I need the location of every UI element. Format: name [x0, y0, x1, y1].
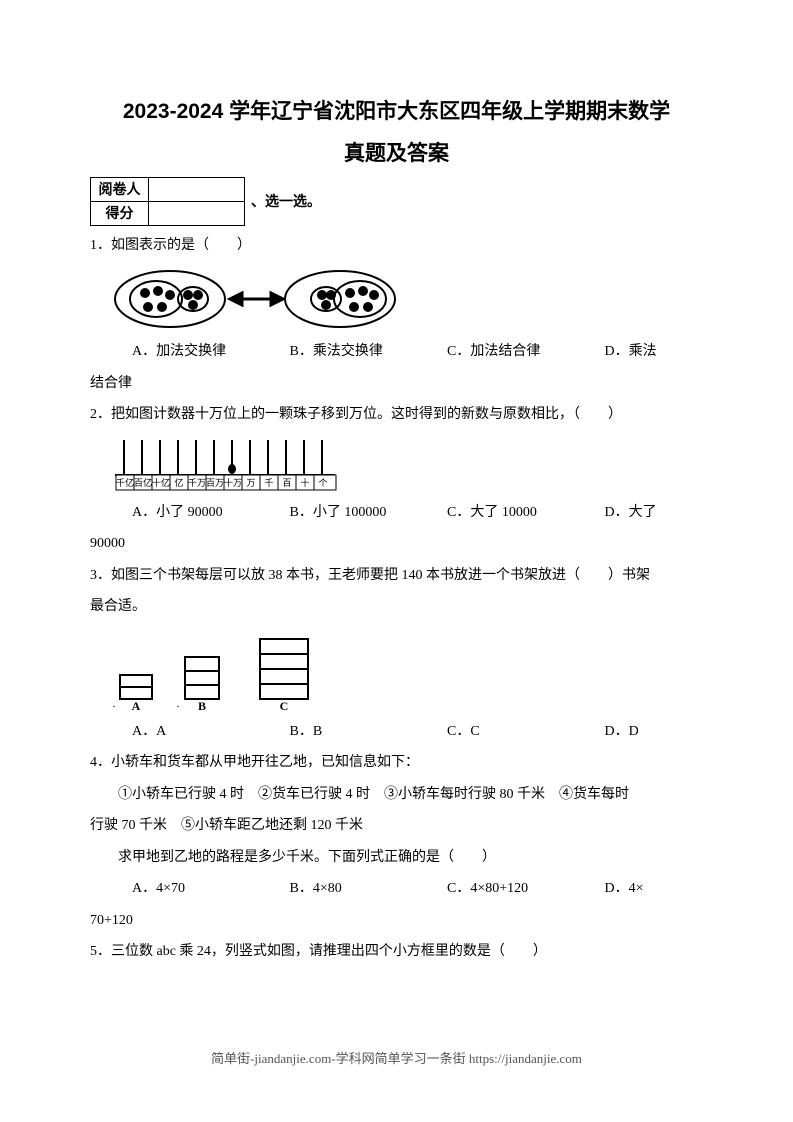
svg-text:百亿: 百亿: [134, 477, 152, 488]
q4-line2: ①小轿车已行驶 4 时 ②货车已行驶 4 时 ③小轿车每时行驶 80 千米 ④货…: [90, 779, 703, 811]
svg-text:万: 万: [246, 478, 255, 488]
q2-opt-d-tail: 90000: [90, 528, 703, 560]
exam-page: 2023-2024 学年辽宁省沈阳市大东区四年级上学期期末数学 真题及答案 阅卷…: [0, 0, 793, 1122]
q2-opt-d: D．大了: [605, 497, 703, 529]
q1-opt-c: C．加法结合律: [447, 336, 605, 368]
q1-opt-d-tail: 结合律: [90, 368, 703, 400]
q3-opt-a: A．A: [132, 716, 290, 748]
page-title-line1: 2023-2024 学年辽宁省沈阳市大东区四年级上学期期末数学: [90, 95, 703, 129]
q3-figure: A B C · ·: [110, 627, 703, 712]
q3-options: A．A B．B C．C D．D: [90, 716, 703, 748]
section-hint: 、选一选。: [251, 191, 321, 211]
q4-opt-c: C．4×80+120: [447, 873, 605, 905]
score-label-score: 得分: [91, 201, 149, 225]
q3-stem2: 最合适。: [90, 591, 703, 623]
q2-figure: 千亿百亿 十亿亿 千万百万 十万万 千百 十个: [110, 435, 703, 493]
page-footer: 简单街-jiandanjie.com-学科网简单学习一条街 https://ji…: [0, 1048, 793, 1067]
q2-opt-a: A．小了 90000: [132, 497, 290, 529]
q4-line3: 行驶 70 千米 ⑤小轿车距乙地还剩 120 千米: [90, 810, 703, 842]
q2-options: A．小了 90000 B．小了 100000 C．大了 10000 D．大了: [90, 497, 703, 529]
score-section: 阅卷人 得分 、选一选。: [90, 177, 703, 226]
q1-stem: 1．如图表示的是（ ）: [90, 230, 703, 262]
q4-opt-b: B．4×80: [290, 873, 448, 905]
q2-stem: 2．把如图计数器十万位上的一颗珠子移到万位。这时得到的新数与原数相比，（ ）: [90, 399, 703, 431]
q1-options: A．加法交换律 B．乘法交换律 C．加法结合律 D．乘法: [90, 336, 703, 368]
q2-opt-c: C．大了 10000: [447, 497, 605, 529]
svg-text:十: 十: [300, 477, 309, 488]
svg-text:B: B: [198, 699, 206, 712]
q2-opt-b: B．小了 100000: [290, 497, 448, 529]
svg-text:百: 百: [282, 478, 291, 488]
svg-text:千: 千: [264, 478, 273, 488]
svg-text:百万: 百万: [206, 478, 224, 488]
q3-stem: 3．如图三个书架每层可以放 38 本书，王老师要把 140 本书放进一个书架放进…: [90, 560, 703, 592]
score-value-score: [149, 201, 245, 225]
q1-opt-a: A．加法交换律: [132, 336, 290, 368]
q4-opt-d-tail: 70+120: [90, 905, 703, 937]
q5-stem: 5．三位数 abc 乘 24，列竖式如图，请推理出四个小方框里的数是（ ）: [90, 936, 703, 968]
svg-text:千万: 千万: [188, 478, 206, 488]
q3-opt-d: D．D: [605, 716, 703, 748]
q1-figure: [110, 265, 703, 332]
q1-opt-d: D．乘法: [605, 336, 703, 368]
svg-text:C: C: [280, 699, 289, 712]
q4-stem: 4．小轿车和货车都从甲地开往乙地，已知信息如下：: [90, 747, 703, 779]
svg-text:·: ·: [176, 699, 180, 712]
q4-opt-d: D．4×: [605, 873, 703, 905]
score-value-reviewer: [149, 177, 245, 201]
svg-text:A: A: [132, 699, 141, 712]
score-table: 阅卷人 得分: [90, 177, 245, 226]
page-title-line2: 真题及答案: [90, 137, 703, 167]
svg-text:个: 个: [318, 478, 327, 488]
q4-line4: 求甲地到乙地的路程是多少千米。下面列式正确的是（ ）: [90, 842, 703, 874]
q1-opt-b: B．乘法交换律: [290, 336, 448, 368]
q4-opt-a: A．4×70: [132, 873, 290, 905]
q3-opt-b: B．B: [290, 716, 448, 748]
svg-text:·: ·: [112, 699, 116, 712]
svg-text:十万: 十万: [224, 477, 242, 488]
q4-options: A．4×70 B．4×80 C．4×80+120 D．4×: [90, 873, 703, 905]
svg-text:亿: 亿: [174, 477, 183, 488]
svg-text:千亿: 千亿: [116, 477, 134, 488]
score-label-reviewer: 阅卷人: [91, 177, 149, 201]
q3-opt-c: C．C: [447, 716, 605, 748]
svg-text:十亿: 十亿: [152, 477, 170, 488]
